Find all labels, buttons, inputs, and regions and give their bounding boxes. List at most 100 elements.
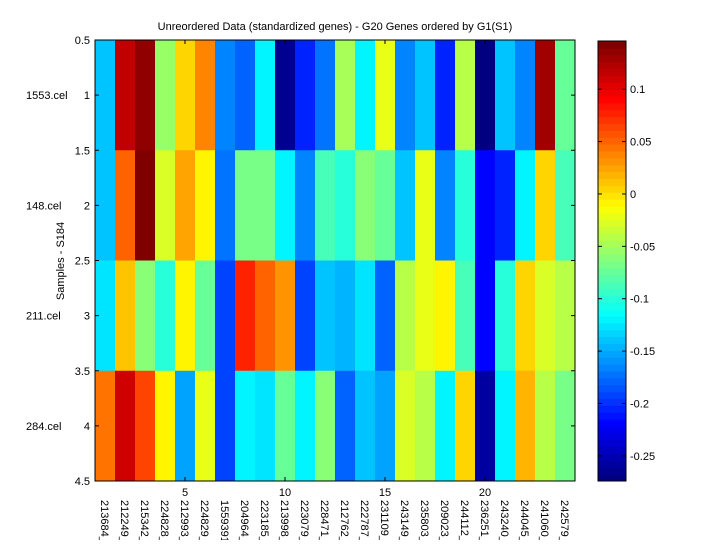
heatmap-cell	[495, 370, 516, 482]
colorbar-segment	[598, 102, 626, 111]
y-tick-label: 3.5	[75, 366, 90, 378]
heatmap-cell	[355, 370, 376, 482]
colorbar-segment	[598, 364, 626, 372]
colorbar-tick-label: 0.05	[630, 137, 651, 149]
heatmap-cell	[495, 40, 516, 151]
colorbar-segment	[598, 47, 626, 56]
heatmap-cell	[135, 370, 156, 482]
colorbar-segment	[598, 295, 626, 303]
colorbar-segment	[598, 322, 626, 331]
colorbar-segment	[598, 460, 626, 468]
heatmap-cell	[195, 40, 216, 151]
heatmap-cell	[375, 150, 396, 261]
colorbar-segment	[598, 192, 626, 200]
heatmap-cell	[115, 260, 136, 372]
heatmap-cell	[515, 260, 536, 372]
colorbar-segment	[598, 357, 626, 365]
colorbar-segment	[598, 226, 626, 234]
y-tick-label: 1	[84, 90, 90, 102]
heatmap-cell	[235, 150, 256, 261]
heatmap-cell	[335, 150, 356, 261]
heatmap-cell	[155, 150, 176, 261]
heatmap-cell	[475, 260, 496, 372]
column-label: 242579_	[558, 500, 570, 540]
heatmap-cell	[455, 370, 476, 482]
row-label: 1553.cel	[26, 90, 68, 102]
heatmap-cell	[535, 150, 556, 261]
heatmap-cell	[415, 40, 436, 151]
y-tick-label: 4	[84, 421, 90, 433]
heatmap-cell	[395, 150, 416, 261]
colorbar-segment	[598, 171, 626, 179]
heatmap-cell	[535, 260, 556, 372]
colorbar-segment	[598, 288, 626, 296]
heatmap-cell	[435, 40, 456, 151]
colorbar-tick-label: -0.1	[630, 294, 649, 306]
colorbar-tick-label: -0.05	[630, 241, 655, 253]
row-label: 284.cel	[26, 421, 61, 433]
heatmap-cell	[295, 370, 316, 482]
row-label: 211.cel	[26, 311, 61, 323]
heatmap-cell	[315, 40, 336, 151]
heatmap-cell	[255, 40, 276, 151]
y-axis-label: Samples - S184	[55, 222, 67, 300]
colorbar-segment	[598, 206, 626, 214]
colorbar-tick-label: -0.15	[630, 346, 655, 358]
heatmap-cell	[395, 260, 416, 372]
colorbar-tick-label: -0.25	[630, 451, 655, 463]
colorbar-segment	[598, 474, 626, 482]
colorbar-segment	[598, 316, 626, 324]
column-label: 244112_	[458, 500, 470, 540]
heatmap-cell	[375, 370, 396, 482]
heatmap-cell	[395, 370, 416, 482]
heatmap-cell	[295, 150, 316, 261]
colorbar-segment	[598, 412, 626, 420]
colorbar-segment	[598, 116, 626, 124]
heatmap-cell	[355, 260, 376, 372]
colorbar-segment	[598, 274, 626, 283]
heatmap-cell	[515, 370, 536, 482]
colorbar-segment	[598, 398, 626, 406]
heatmap-cell	[95, 40, 116, 151]
heatmap-cell	[175, 370, 196, 482]
colorbar-segment	[598, 446, 626, 454]
heatmap-cell	[275, 260, 296, 372]
heatmap-cell	[375, 40, 396, 151]
heatmap-cell	[555, 150, 576, 261]
heatmap-cell	[455, 150, 476, 261]
colorbar-segment	[598, 41, 626, 49]
colorbar-segment	[598, 199, 626, 207]
column-label: 224829_	[198, 500, 210, 540]
heatmap-cell	[415, 260, 436, 372]
colorbar-segment	[598, 350, 626, 358]
colorbar-segment	[598, 439, 626, 448]
column-label: 213998_	[278, 500, 290, 540]
colorbar-segment	[598, 453, 626, 461]
colorbar-segment	[598, 261, 626, 269]
colorbar-tick-label: 0.1	[630, 84, 645, 96]
y-tick-label: 3	[84, 311, 90, 323]
heatmap-cell	[315, 150, 336, 261]
colorbar-segment	[598, 212, 626, 221]
heatmap-cell	[255, 370, 276, 482]
axes: 0.5 1 1.5 2 2.5 3 3.5 4 4.5 1553.cel 148.cel 211.ce…	[26, 35, 575, 544]
heatmap-cell	[475, 370, 496, 482]
colorbar-segment	[598, 178, 626, 186]
heatmap-cell	[295, 40, 316, 151]
heatmap-cell	[235, 40, 256, 151]
colorbar-segment	[598, 123, 626, 131]
column-label: 236251_	[478, 500, 490, 540]
column-label: 223185_	[258, 500, 270, 540]
heatmap-cell	[195, 150, 216, 261]
heatmap-cell	[95, 150, 116, 261]
column-label: 209023_	[438, 500, 450, 540]
colorbar-segment	[598, 109, 626, 118]
colorbar-segment	[598, 426, 626, 434]
colorbar-segment	[598, 405, 626, 413]
colorbar-segment	[598, 281, 626, 289]
heatmap-cell	[455, 40, 476, 151]
colorbar-segment	[598, 144, 626, 152]
colorbar-segment	[598, 233, 626, 241]
heatmap-cell	[275, 40, 296, 151]
